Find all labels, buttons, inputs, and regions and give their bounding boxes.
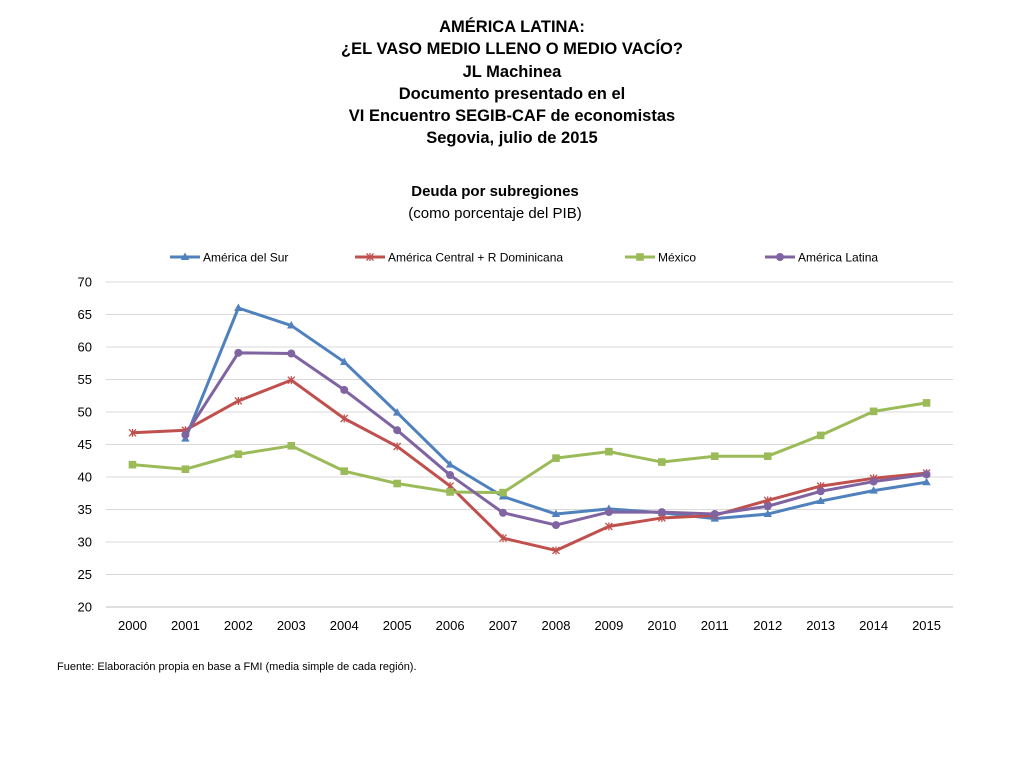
data-point-america-del-sur [869, 486, 878, 494]
data-point-america-latina [657, 508, 666, 517]
data-point-mexico [763, 452, 772, 460]
y-tick-label: 45 [78, 437, 92, 452]
chart-title-block: Deuda por subregiones (como porcentaje d… [0, 181, 990, 225]
header-line: Documento presentado en el [398, 84, 626, 103]
x-tick-label: 2007 [489, 618, 518, 633]
header-line: ¿EL VASO MEDIO LLENO O MEDIO VACÍO? [341, 40, 683, 59]
x-tick-label: 2011 [701, 618, 729, 633]
data-point-america-latina [181, 430, 190, 439]
data-point-mexico [128, 460, 137, 469]
chart-title: Deuda por subregiones [411, 183, 579, 200]
data-point-mexico [605, 447, 613, 456]
header-line: VI Encuentro SEGIB-CAF de economistas [348, 107, 676, 126]
source-note: Fuente: Elaboración propia en base a FMI… [57, 661, 417, 673]
legend-label-america-latina: América Latina [798, 251, 878, 265]
legend-label-america-del-sur: América del Sur [203, 251, 288, 265]
presentation-header: AMÉRICA LATINA: ¿EL VASO MEDIO LLENO O M… [0, 16, 1024, 150]
data-point-america-latina [499, 508, 508, 517]
data-point-mexico [340, 467, 349, 475]
legend-marker-mexico [636, 253, 644, 261]
x-tick-label: 2009 [594, 618, 623, 633]
data-point-america-central-r-dominicana [340, 414, 349, 423]
y-tick-label: 65 [78, 307, 92, 322]
data-point-america-latina [763, 502, 772, 511]
chart-subtitle: (como porcentaje del PIB) [408, 205, 582, 222]
data-point-america-central-r-dominicana [234, 396, 243, 405]
y-tick-label: 40 [78, 470, 92, 485]
y-tick-label: 30 [78, 535, 92, 550]
data-point-america-latina [393, 426, 402, 435]
legend-marker-america-latina [776, 253, 784, 261]
data-point-america-latina [446, 471, 455, 480]
data-point-mexico [710, 452, 719, 460]
x-tick-label: 2001 [171, 618, 200, 633]
y-tick-label: 70 [78, 275, 92, 290]
x-tick-label: 2002 [224, 618, 253, 633]
data-point-america-del-sur [234, 303, 243, 311]
data-point-mexico [869, 407, 878, 416]
legend-marker-america-central-r-dominicana [366, 253, 374, 261]
data-point-america-central-r-dominicana [393, 442, 402, 451]
series-line-america-central-r-dominicana [130, 378, 929, 552]
data-point-america-latina [340, 385, 349, 394]
header-line: AMÉRICA LATINA: [439, 18, 585, 36]
data-point-mexico [816, 431, 825, 440]
data-point-mexico [181, 465, 190, 473]
x-tick-label: 2003 [277, 618, 306, 633]
x-tick-label: 2004 [330, 618, 359, 633]
x-tick-label: 2015 [912, 618, 941, 633]
data-point-mexico [552, 454, 560, 462]
y-tick-label: 25 [78, 567, 92, 582]
series-line-mexico [130, 401, 929, 495]
x-tick-label: 2000 [118, 618, 147, 633]
data-point-america-latina [869, 477, 878, 486]
data-point-america-latina [234, 348, 243, 357]
legend-label-america-central-r-dominicana: América Central + R Dominicana [388, 251, 563, 265]
data-point-america-central-r-dominicana [552, 546, 560, 555]
data-point-america-del-sur [445, 460, 455, 468]
data-point-america-del-sur [763, 509, 772, 518]
x-tick-label: 2005 [383, 618, 412, 633]
data-point-mexico [658, 458, 666, 466]
data-point-america-latina [287, 349, 296, 358]
y-tick-label: 50 [78, 405, 92, 420]
data-point-america-del-sur [392, 408, 402, 416]
data-point-america-latina [816, 487, 825, 496]
x-tick-label: 2010 [647, 618, 676, 633]
data-point-america-central-r-dominicana [499, 534, 507, 543]
legend-marker-america-del-sur [180, 252, 190, 260]
data-point-mexico [287, 442, 296, 450]
data-point-mexico [446, 488, 454, 496]
data-point-america-latina [710, 510, 719, 519]
data-point-america-del-sur [922, 477, 931, 486]
data-point-america-latina [922, 470, 931, 479]
data-point-america-del-sur [816, 496, 825, 505]
data-point-america-central-r-dominicana [287, 376, 296, 385]
header-line: JL Machinea [462, 62, 562, 81]
y-tick-label: 55 [78, 372, 92, 387]
x-tick-label: 2012 [753, 618, 782, 633]
y-tick-label: 20 [78, 600, 92, 615]
data-point-mexico [234, 450, 243, 459]
data-point-america-del-sur [340, 357, 349, 365]
data-point-america-del-sur [287, 321, 296, 329]
x-tick-label: 2014 [859, 618, 888, 633]
header-line: Segovia, julio de 2015 [426, 129, 598, 148]
y-tick-label: 60 [78, 340, 92, 355]
data-point-america-latina [604, 508, 613, 517]
data-point-america-central-r-dominicana [128, 428, 137, 437]
x-tick-label: 2013 [806, 618, 835, 633]
y-tick-label: 35 [78, 502, 92, 517]
data-point-mexico [499, 488, 507, 497]
x-tick-label: 2006 [436, 618, 465, 633]
data-point-america-central-r-dominicana [604, 522, 613, 531]
data-point-america-latina [551, 521, 560, 530]
x-tick-label: 2008 [542, 618, 571, 633]
data-point-mexico [922, 399, 931, 407]
data-point-america-del-sur [551, 509, 561, 518]
legend-label-mexico: México [658, 251, 696, 265]
data-point-mexico [393, 479, 401, 488]
